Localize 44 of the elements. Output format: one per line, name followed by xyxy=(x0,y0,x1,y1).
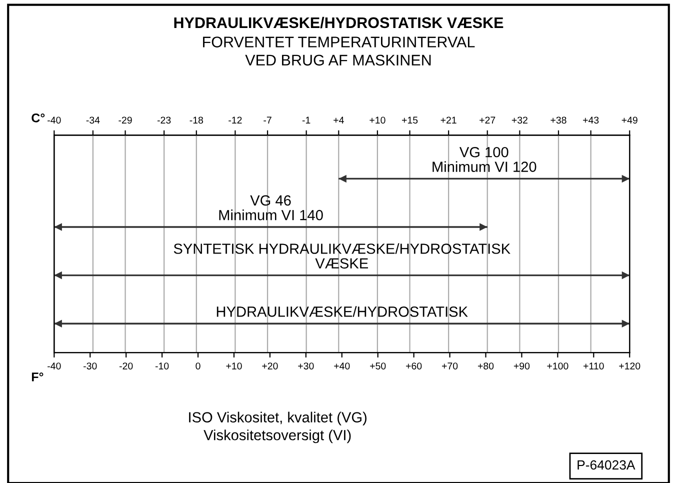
x2-tick-label: +27 xyxy=(480,116,496,124)
x2-tick-label: +15 xyxy=(402,116,418,124)
x2-axis-title: C° xyxy=(32,113,45,122)
y-tick-label: HYDRAULIKVÆSKE/HYDROSTATISK xyxy=(216,306,468,317)
chart-subtitle: FORVENTET TEMPERATURINTERVAL VED BRUG AF MASKINEN xyxy=(203,36,475,66)
x2-tick-label: +21 xyxy=(440,116,456,124)
x2-tick-label: -18 xyxy=(190,116,204,124)
x2-tick-label: +32 xyxy=(512,116,528,124)
x-tick-label: -40 xyxy=(48,362,61,370)
x-tick-label: +20 xyxy=(262,362,278,370)
x-tick-label: +100 xyxy=(547,362,568,370)
text: P-64023A xyxy=(578,460,636,470)
chart-title: HYDRAULIKVÆSKE/HYDROSTATISK VÆSKE xyxy=(174,16,504,28)
x-tick-label: +70 xyxy=(442,362,458,370)
x-tick-label: +80 xyxy=(478,362,494,370)
x-tick-label: -20 xyxy=(120,362,133,370)
x-tick-label: -30 xyxy=(84,362,97,370)
x2-tick-label: -34 xyxy=(86,116,100,124)
x-tick-label: -10 xyxy=(155,362,169,370)
x2-tick-label: -23 xyxy=(157,116,171,124)
x2-tick-label: -12 xyxy=(228,116,242,124)
x-tick-label: +50 xyxy=(370,362,386,370)
text: ISO Viskositet, kvalitet (VG) Viskositetsoversigt (VI) xyxy=(189,412,366,444)
x2-tick-label: +4 xyxy=(334,116,344,124)
x-tick-label: +90 xyxy=(514,362,530,370)
x-tick-label: +60 xyxy=(406,362,422,370)
x-tick-label: 0 xyxy=(196,362,200,370)
y-tick-label: SYNTETISK HYDRAULIKVÆSKE/HYDROSTATISK VÆSKE xyxy=(174,243,510,269)
x-tick-label: +110 xyxy=(584,362,604,370)
x2-tick-label: +10 xyxy=(370,116,386,124)
x-tick-label: +10 xyxy=(226,362,242,370)
x2-tick-label: -7 xyxy=(264,116,272,124)
x2-tick-label: -29 xyxy=(118,116,132,124)
x-axis-title: F° xyxy=(32,372,44,382)
x-tick-label: +40 xyxy=(334,362,350,370)
x-tick-label: +120 xyxy=(619,362,640,370)
y-tick-label: VG 100 Minimum VI 120 xyxy=(432,146,536,172)
x-tick-label: +30 xyxy=(298,362,314,370)
x2-tick-label: +43 xyxy=(583,116,599,124)
x2-tick-label: -1 xyxy=(302,116,310,124)
x2-tick-label: +49 xyxy=(622,116,638,124)
x2-tick-label: +38 xyxy=(550,116,566,124)
y-tick-label: VG 46 Minimum VI 140 xyxy=(219,195,323,220)
x2-tick-label: -40 xyxy=(48,116,61,124)
